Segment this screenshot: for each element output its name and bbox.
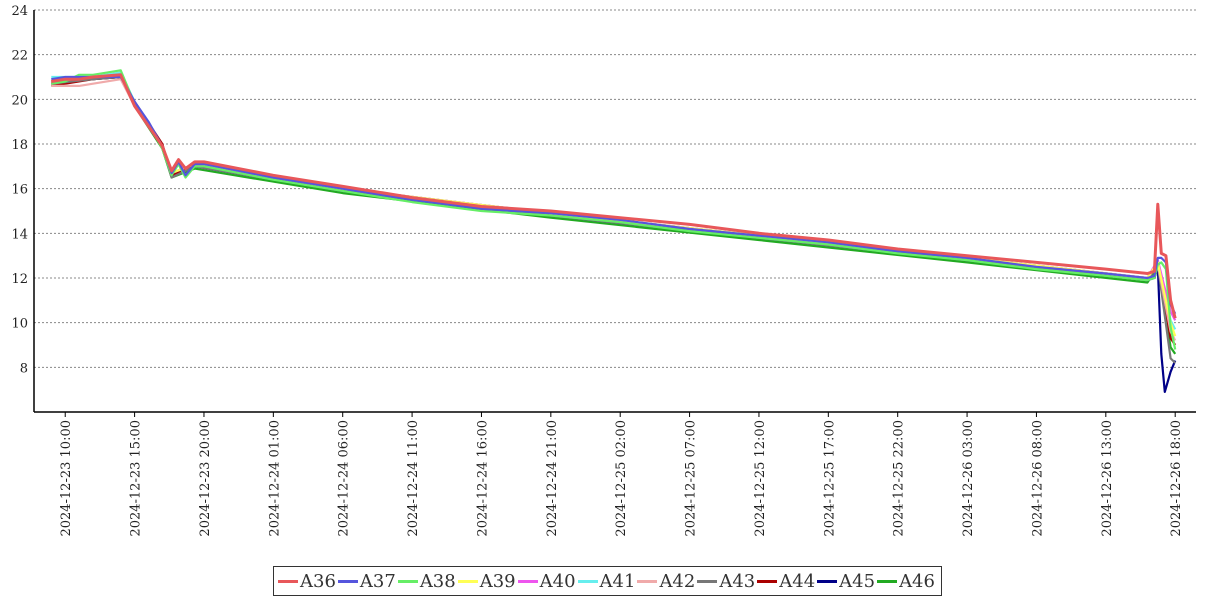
series-line-a40 [51, 73, 1177, 321]
series-line-a41 [51, 71, 1177, 330]
legend-swatch [457, 579, 478, 583]
y-tick-label: 20 [11, 93, 28, 108]
x-tick-label: 2024-12-24 01:00 [267, 420, 282, 537]
legend-swatch [397, 579, 418, 583]
legend-label: A43 [719, 570, 756, 592]
y-tick-label: 10 [11, 317, 28, 332]
legend-label: A40 [539, 570, 576, 592]
series-line-a39 [51, 73, 1177, 337]
legend-swatch [877, 579, 898, 583]
legend-label: A46 [899, 570, 935, 592]
legend-swatch [637, 579, 658, 583]
x-tick-label: 2024-12-24 21:00 [545, 420, 560, 537]
series-line-a45 [51, 75, 1177, 393]
x-tick-label: 2024-12-25 02:00 [614, 420, 629, 537]
series-line-a44 [51, 75, 1177, 346]
legend-label: A36 [300, 570, 336, 592]
series-line-a38 [51, 69, 1177, 350]
x-tick-label: 2024-12-26 03:00 [961, 420, 976, 537]
x-tick-label: 2024-12-25 22:00 [892, 420, 907, 537]
legend-swatch [517, 579, 538, 583]
x-tick-label: 2024-12-26 13:00 [1100, 420, 1115, 537]
legend-swatch [577, 579, 598, 583]
legend-item-a46: A46 [877, 571, 935, 592]
x-tick-label: 2024-12-24 06:00 [337, 420, 352, 537]
legend-label: A45 [839, 570, 876, 592]
legend-swatch [817, 579, 838, 583]
x-tick-label: 2024-12-26 18:00 [1169, 420, 1184, 537]
legend-item-a42: A42 [637, 571, 695, 592]
x-tick-label: 2024-12-23 10:00 [59, 420, 74, 537]
y-tick-label: 18 [11, 138, 28, 153]
legend: A36 A37 A38 A39 A40 A41 A42 A43 A44 A45 A46 [273, 566, 942, 596]
x-tick-label: 2024-12-23 20:00 [198, 420, 213, 537]
x-tick-label: 2024-12-25 17:00 [822, 420, 837, 537]
legend-label: A42 [659, 570, 696, 592]
legend-label: A37 [359, 570, 396, 592]
legend-item-a36: A36 [278, 571, 336, 592]
y-tick-label: 14 [11, 227, 28, 242]
series-line-a36 [51, 73, 1177, 319]
legend-item-a41: A41 [577, 570, 636, 592]
series-layer [51, 69, 1177, 393]
y-tick-labels: 8 10 12 14 16 18 20 22 24 [11, 4, 28, 376]
legend-swatch [697, 579, 718, 583]
x-tick-label: 2024-12-24 11:00 [406, 420, 421, 537]
y-tick-label: 8 [20, 361, 28, 376]
legend-swatch [757, 579, 778, 583]
legend-swatch [278, 579, 298, 583]
legend-label: A39 [479, 570, 516, 592]
series-line-a42 [51, 78, 1177, 342]
legend-item-a45: A45 [817, 571, 875, 592]
y-tick-label: 24 [11, 4, 28, 19]
series-line-a46 [51, 75, 1177, 355]
legend-swatch [337, 579, 358, 583]
x-tick-label: 2024-12-24 16:00 [475, 420, 490, 537]
legend-item-a44: A44 [757, 571, 815, 592]
x-tick-label: 2024-12-25 07:00 [684, 420, 699, 537]
series-line-a37 [51, 75, 1177, 315]
legend-item-a39: A39 [457, 570, 516, 592]
legend-item-a40: A40 [517, 570, 576, 592]
axes [33, 10, 1196, 413]
grid-lines [34, 9, 1196, 368]
legend-item-a43: A43 [697, 571, 755, 592]
x-tick-label: 2024-12-25 12:00 [753, 420, 768, 537]
x-tick-labels: 2024-12-23 10:00 2024-12-23 15:00 2024-12-… [59, 412, 1184, 537]
legend-label: A41 [599, 570, 636, 592]
y-tick-label: 22 [11, 49, 28, 64]
x-tick-label: 2024-12-26 08:00 [1030, 420, 1045, 537]
legend-label: A44 [779, 570, 816, 592]
legend-label: A38 [419, 570, 456, 592]
y-tick-label: 16 [11, 183, 28, 198]
x-tick-label: 2024-12-23 15:00 [129, 420, 144, 537]
legend-item-a37: A37 [337, 570, 396, 592]
legend-item-a38: A38 [397, 570, 456, 592]
y-tick-label: 12 [11, 272, 28, 287]
